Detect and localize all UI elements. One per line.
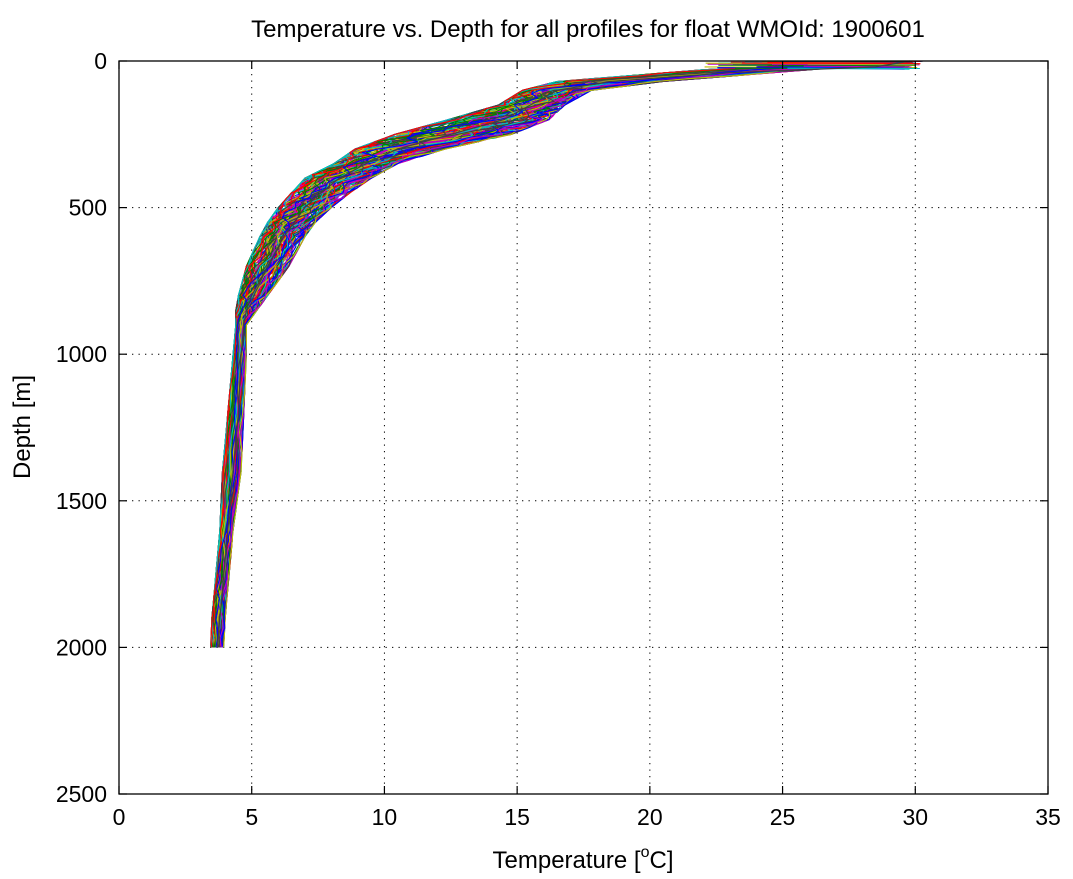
y-tick-label: 500 xyxy=(69,195,107,221)
profile-line xyxy=(223,60,921,648)
y-axis-label: Depth [m] xyxy=(9,375,36,479)
axis-ticks: 0 5 10 15 20 25 30 35 0 500 1000 1500 2000 2500 xyxy=(56,48,1061,830)
x-axis-label: Temperature [oC] xyxy=(493,844,674,874)
profile-line xyxy=(212,60,886,648)
profile-surface-segment xyxy=(741,62,921,65)
x-tick-label: 5 xyxy=(245,804,258,830)
grid xyxy=(119,61,1048,794)
profile-line xyxy=(216,60,893,648)
plot-frame xyxy=(118,60,1049,795)
profile-line xyxy=(213,60,888,648)
x-tick-label: 30 xyxy=(902,804,928,830)
x-tick-label: 20 xyxy=(637,804,663,830)
x-tick-label: 15 xyxy=(504,804,530,830)
y-tick-label: 2500 xyxy=(56,781,107,807)
profile-surface-segment xyxy=(803,65,912,68)
x-tick-label: 10 xyxy=(372,804,398,830)
x-axis-label-sup: o xyxy=(641,844,650,861)
profile-line xyxy=(211,60,894,648)
x-axis-label-main: Temperature [ xyxy=(493,847,641,874)
chart-title: Temperature vs. Depth for all profiles f… xyxy=(251,16,925,43)
profile-line xyxy=(218,60,897,648)
profile-line xyxy=(210,60,877,648)
x-tick-label: 25 xyxy=(770,804,796,830)
x-tick-label: 35 xyxy=(1035,804,1061,830)
profile-line-representative xyxy=(216,60,911,648)
x-tick-label: 0 xyxy=(113,804,126,830)
profile-line xyxy=(215,60,902,648)
y-tick-label: 0 xyxy=(94,48,107,74)
y-tick-label: 1000 xyxy=(56,341,107,367)
profile-line xyxy=(218,60,910,648)
x-axis-label-end: C] xyxy=(649,847,673,874)
y-tick-label: 2000 xyxy=(56,634,107,660)
y-tick-label: 1500 xyxy=(56,488,107,514)
